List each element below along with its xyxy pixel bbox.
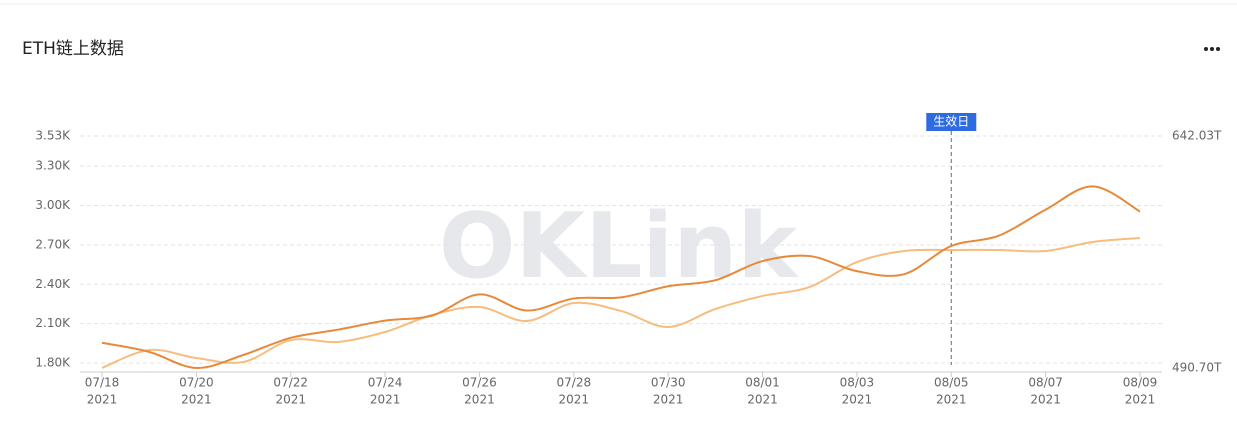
x-tick-label: 07/18	[85, 376, 120, 390]
x-tick-year: 2021	[87, 393, 118, 407]
x-tick-year: 2021	[370, 393, 401, 407]
x-tick-year: 2021	[181, 393, 212, 407]
x-tick-year: 2021	[559, 393, 590, 407]
y2-tick-label: 490.70T	[1172, 361, 1222, 375]
x-tick-label: 07/26	[462, 376, 497, 390]
x-tick-label: 07/22	[273, 376, 308, 390]
x-tick-year: 2021	[275, 393, 306, 407]
x-tick-year: 2021	[1125, 393, 1156, 407]
x-tick-year: 2021	[653, 393, 684, 407]
x-tick-year: 2021	[747, 393, 778, 407]
watermark: OKLink	[439, 194, 800, 299]
x-tick-year: 2021	[936, 393, 967, 407]
y-tick-label: 3.30K	[35, 159, 71, 173]
y-tick-label: 2.40K	[35, 277, 71, 291]
y-tick-label: 3.00K	[35, 198, 71, 212]
menu-icon[interactable]	[1204, 47, 1220, 51]
annotation-box	[926, 113, 977, 131]
x-tick-label: 08/03	[840, 376, 875, 390]
y-tick-label: 1.80K	[35, 356, 71, 370]
y-tick-label: 3.53K	[35, 129, 71, 143]
x-tick-label: 07/30	[651, 376, 686, 390]
x-tick-label: 08/09	[1123, 376, 1158, 390]
annotation-label: 生效日	[933, 114, 969, 129]
x-tick-label: 08/07	[1028, 376, 1063, 390]
x-tick-year: 2021	[1030, 393, 1061, 407]
x-tick-year: 2021	[842, 393, 873, 407]
x-tick-year: 2021	[464, 393, 495, 407]
x-tick-label: 08/05	[934, 376, 969, 390]
series-line	[101, 237, 1141, 369]
y-tick-label: 2.10K	[35, 316, 71, 330]
x-tick-label: 07/24	[368, 376, 403, 390]
chart-title: ETH链上数据	[22, 39, 124, 59]
x-tick-label: 08/01	[745, 376, 780, 390]
x-tick-label: 07/28	[557, 376, 592, 390]
x-tick-label: 07/20	[179, 376, 214, 390]
y2-tick-label: 642.03T	[1172, 129, 1222, 143]
series-line	[101, 185, 1141, 369]
y-tick-label: 2.70K	[35, 237, 71, 251]
